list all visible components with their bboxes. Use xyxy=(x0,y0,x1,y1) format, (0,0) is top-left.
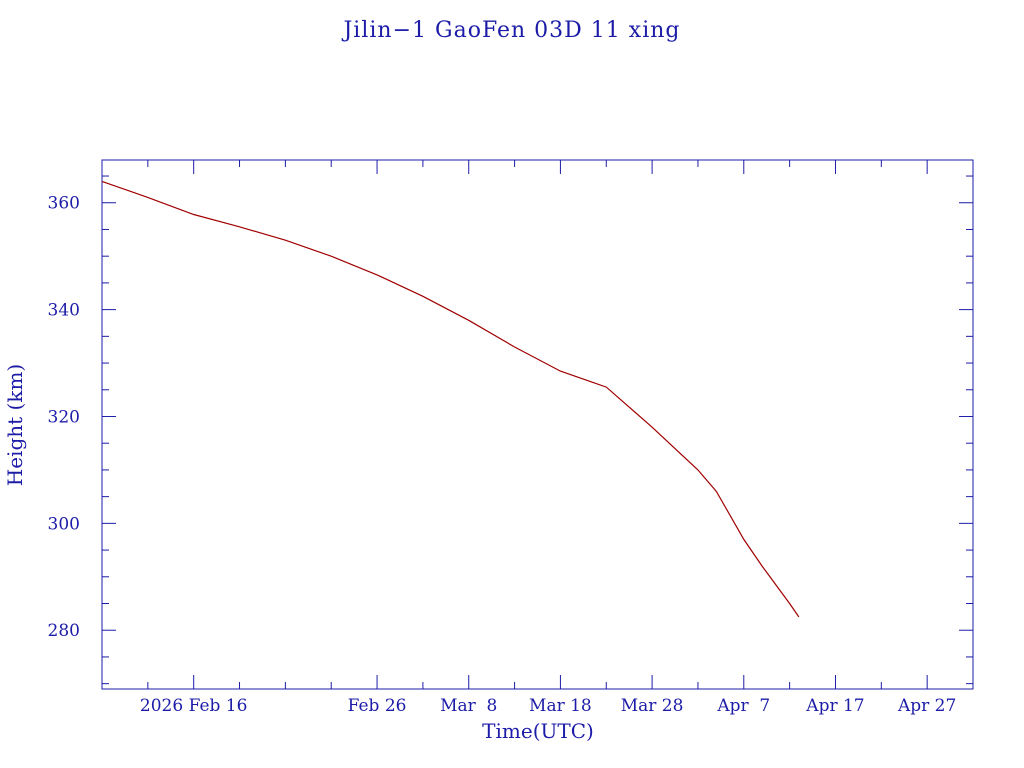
height-series-line xyxy=(101,180,800,618)
x-tick-label: Apr 27 xyxy=(897,696,956,716)
x-tick-label: Mar 18 xyxy=(529,696,592,716)
x-axis: 2026 Feb 16 Feb 26 Mar 8 Mar 18 Mar 28 Apr 7 A… xyxy=(101,160,974,716)
y-tick-label: 320 xyxy=(48,407,80,427)
x-tick-label: 2026 Feb 16 xyxy=(140,696,248,716)
y-tick-label: 340 xyxy=(48,301,80,321)
x-tick-label: Feb 26 xyxy=(348,696,407,716)
y-axis: 280 300 320 340 360 xyxy=(48,175,973,685)
x-tick-label: Apr 17 xyxy=(805,696,864,716)
series-group xyxy=(101,180,800,618)
y-tick-label: 300 xyxy=(48,514,80,534)
y-tick-label: 280 xyxy=(48,621,80,641)
x-tick-label: Apr 7 xyxy=(716,696,770,716)
x-axis-title: Time(UTC) xyxy=(482,719,594,743)
chart-title: Jilin−1 GaoFen 03D 11 xing xyxy=(341,18,680,43)
x-tick-label: Mar 28 xyxy=(621,696,684,716)
x-tick-label: Mar 8 xyxy=(440,696,497,716)
y-tick-label: 360 xyxy=(48,194,80,214)
plot-frame xyxy=(101,159,974,690)
y-axis-title: Height (km) xyxy=(3,364,27,486)
